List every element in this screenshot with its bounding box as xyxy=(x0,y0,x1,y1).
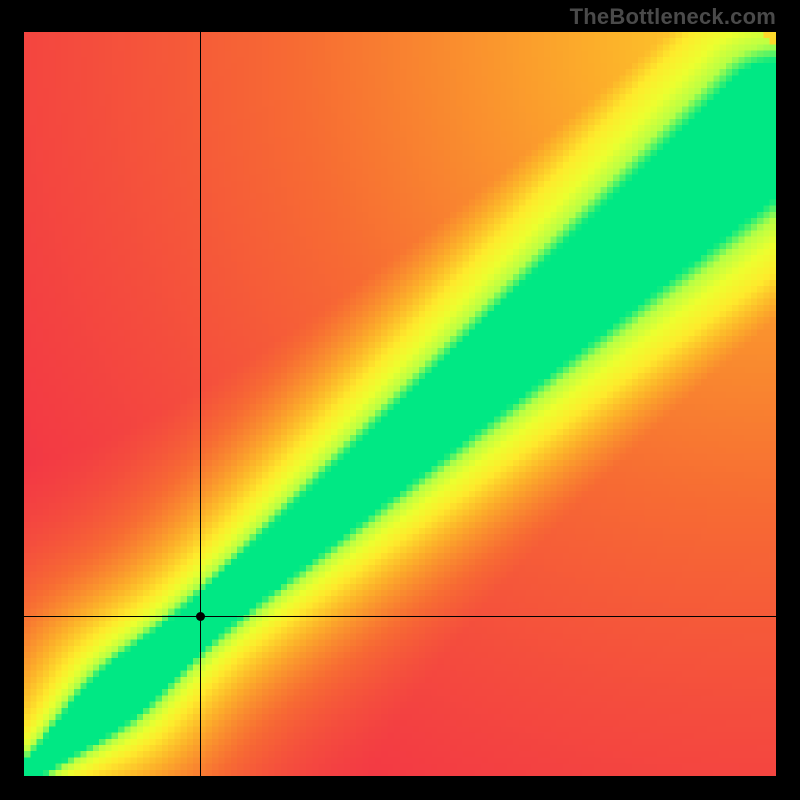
crosshair-vertical xyxy=(200,32,201,776)
attribution-text: TheBottleneck.com xyxy=(570,4,776,30)
chart-frame: TheBottleneck.com xyxy=(0,0,800,800)
heatmap-plot xyxy=(24,32,776,776)
crosshair-horizontal xyxy=(24,616,776,617)
heatmap-canvas xyxy=(24,32,776,776)
marker-point xyxy=(196,612,205,621)
